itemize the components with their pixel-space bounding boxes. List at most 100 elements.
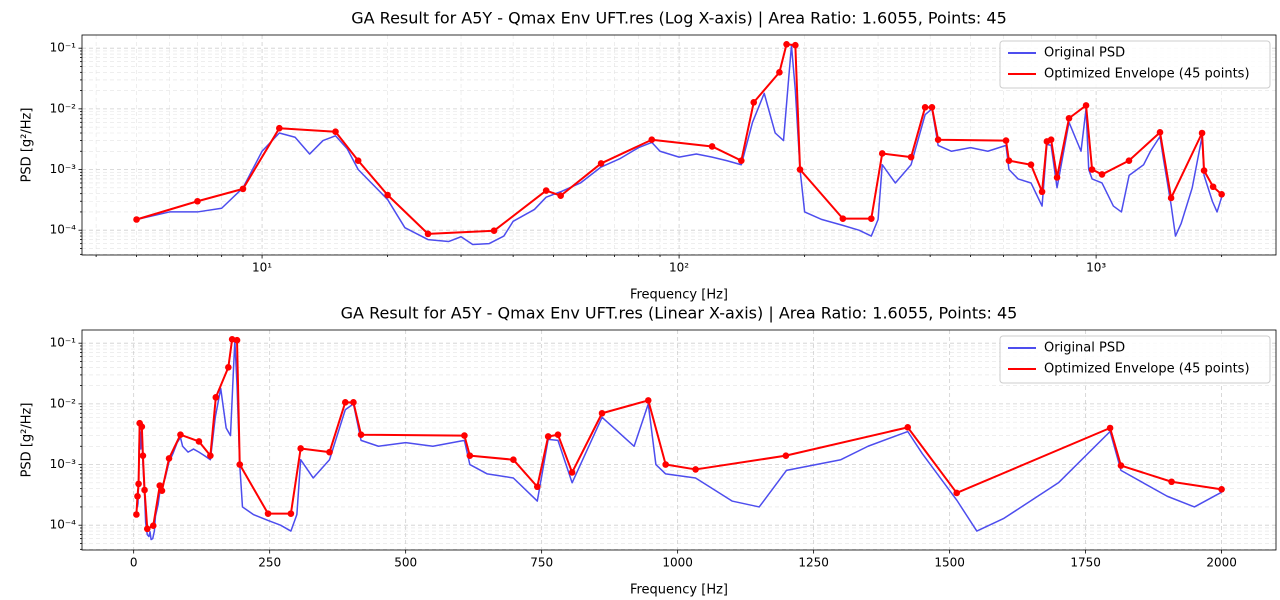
marker bbox=[332, 128, 339, 136]
marker bbox=[510, 456, 517, 464]
marker bbox=[490, 227, 498, 235]
marker bbox=[1053, 174, 1061, 181]
marker bbox=[1027, 161, 1035, 169]
marker bbox=[934, 136, 942, 144]
marker bbox=[776, 69, 783, 76]
chart-title: GA Result for A5Y - Qmax Env UFT.res (Li… bbox=[341, 304, 1018, 323]
marker bbox=[149, 522, 157, 530]
marker bbox=[194, 197, 201, 205]
marker bbox=[1098, 171, 1106, 178]
marker bbox=[264, 510, 272, 517]
marker bbox=[1209, 183, 1217, 191]
marker bbox=[554, 431, 562, 439]
marker bbox=[138, 423, 146, 431]
marker bbox=[158, 487, 166, 495]
marker bbox=[1088, 166, 1096, 173]
marker bbox=[878, 150, 886, 157]
y-axis-label: PSD [g²/Hz] bbox=[20, 403, 35, 478]
legend-frame bbox=[999, 40, 1271, 89]
y-tick-label: 10⁻² bbox=[50, 101, 77, 115]
y-tick-label: 10⁻¹ bbox=[50, 336, 77, 350]
x-tick-label: 250 bbox=[258, 556, 281, 570]
marker bbox=[228, 335, 236, 343]
marker bbox=[212, 394, 220, 401]
legend-frame bbox=[999, 335, 1271, 384]
marker bbox=[424, 230, 432, 238]
x-tick-label: 0 bbox=[130, 556, 138, 570]
x-tick-label: 750 bbox=[530, 556, 553, 570]
chart-title: GA Result for A5Y - Qmax Env UFT.res (Lo… bbox=[351, 9, 1007, 28]
x-axis-label: Frequency [Hz] bbox=[630, 583, 728, 598]
marker bbox=[1198, 129, 1206, 137]
marker bbox=[907, 153, 915, 161]
marker bbox=[1065, 114, 1073, 122]
marker bbox=[134, 492, 141, 500]
marker bbox=[1002, 137, 1010, 144]
marker bbox=[1047, 136, 1055, 144]
x-axis-label: Frequency [Hz] bbox=[630, 288, 728, 303]
marker bbox=[1106, 424, 1114, 432]
marker bbox=[783, 40, 790, 48]
marker bbox=[782, 452, 790, 459]
marker bbox=[1125, 157, 1133, 164]
marker bbox=[133, 216, 140, 223]
marker bbox=[533, 483, 541, 491]
marker bbox=[165, 455, 173, 462]
y-tick-label: 10⁻⁴ bbox=[50, 518, 77, 532]
marker bbox=[1156, 129, 1164, 136]
y-tick-label: 10⁻² bbox=[50, 396, 77, 410]
marker bbox=[276, 124, 283, 132]
marker bbox=[135, 480, 142, 488]
marker bbox=[1005, 157, 1013, 164]
axes: 0 250 500 750 1000 1250 1500 1750 2000 10⁻⁴ 10⁻³ 10… bbox=[20, 304, 1277, 598]
marker bbox=[708, 143, 716, 150]
marker bbox=[384, 191, 391, 199]
marker bbox=[1168, 478, 1175, 486]
marker bbox=[287, 510, 295, 517]
marker bbox=[239, 185, 247, 193]
marker bbox=[326, 448, 333, 456]
y-axis-label: PSD [g²/Hz] bbox=[20, 108, 35, 183]
marker bbox=[921, 104, 929, 111]
marker bbox=[1167, 194, 1175, 202]
x-tick-label: 1000 bbox=[662, 556, 693, 570]
marker bbox=[792, 41, 799, 49]
marker bbox=[904, 424, 912, 431]
series-line bbox=[136, 44, 1223, 246]
marker bbox=[839, 215, 847, 222]
marker bbox=[953, 489, 960, 497]
x-tick-label: 10³ bbox=[1086, 261, 1106, 275]
marker bbox=[143, 525, 151, 533]
marker bbox=[341, 399, 349, 406]
marker bbox=[928, 104, 936, 111]
x-tick-label: 1500 bbox=[934, 556, 965, 570]
marker bbox=[1218, 486, 1225, 493]
marker bbox=[466, 452, 474, 459]
x-tick-label: 500 bbox=[394, 556, 417, 570]
marker bbox=[177, 431, 184, 439]
marker bbox=[156, 482, 164, 489]
marker bbox=[557, 192, 564, 200]
marker bbox=[133, 511, 140, 518]
y-tick-label: 10⁻³ bbox=[50, 457, 77, 471]
marker bbox=[750, 99, 758, 106]
marker bbox=[542, 187, 550, 194]
marker bbox=[195, 438, 203, 445]
legend-label: Original PSD bbox=[1044, 341, 1125, 356]
legend-label: Optimized Envelope (45 points) bbox=[1044, 67, 1250, 82]
axes-frame bbox=[81, 329, 1277, 551]
x-tick-label: 10¹ bbox=[252, 261, 272, 275]
marker bbox=[692, 466, 699, 473]
marker bbox=[796, 166, 804, 173]
marker bbox=[738, 157, 745, 164]
marker bbox=[1200, 167, 1208, 174]
marker bbox=[225, 364, 232, 371]
y-tick-label: 10⁻⁴ bbox=[50, 223, 77, 237]
marker bbox=[236, 461, 244, 468]
axes: 10¹ 10² 10³ 10⁻⁴ 10⁻³ 10⁻² 10⁻¹ GA Result for A… bbox=[20, 9, 1277, 303]
x-tick-label: 2000 bbox=[1206, 556, 1237, 570]
marker bbox=[644, 397, 652, 404]
marker bbox=[598, 409, 606, 417]
marker bbox=[1117, 462, 1125, 469]
